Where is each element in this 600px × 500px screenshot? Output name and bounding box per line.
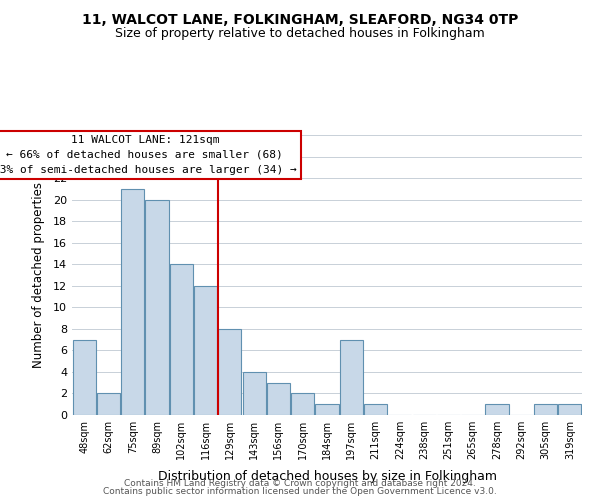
Text: 11, WALCOT LANE, FOLKINGHAM, SLEAFORD, NG34 0TP: 11, WALCOT LANE, FOLKINGHAM, SLEAFORD, N… — [82, 12, 518, 26]
X-axis label: Distribution of detached houses by size in Folkingham: Distribution of detached houses by size … — [157, 470, 497, 484]
Text: 11 WALCOT LANE: 121sqm
← 66% of detached houses are smaller (68)
33% of semi-det: 11 WALCOT LANE: 121sqm ← 66% of detached… — [0, 135, 297, 174]
Bar — [267, 382, 290, 415]
Bar — [316, 404, 338, 415]
Bar — [242, 372, 266, 415]
Bar — [97, 394, 120, 415]
Bar — [145, 200, 169, 415]
Bar — [340, 340, 363, 415]
Bar — [364, 404, 387, 415]
Bar — [73, 340, 95, 415]
Text: Size of property relative to detached houses in Folkingham: Size of property relative to detached ho… — [115, 28, 485, 40]
Bar — [218, 329, 241, 415]
Text: Contains public sector information licensed under the Open Government Licence v3: Contains public sector information licen… — [103, 487, 497, 496]
Bar — [194, 286, 217, 415]
Y-axis label: Number of detached properties: Number of detached properties — [32, 182, 44, 368]
Bar — [291, 394, 314, 415]
Bar — [170, 264, 193, 415]
Bar — [485, 404, 509, 415]
Bar — [559, 404, 581, 415]
Bar — [121, 189, 144, 415]
Bar — [534, 404, 557, 415]
Text: Contains HM Land Registry data © Crown copyright and database right 2024.: Contains HM Land Registry data © Crown c… — [124, 478, 476, 488]
